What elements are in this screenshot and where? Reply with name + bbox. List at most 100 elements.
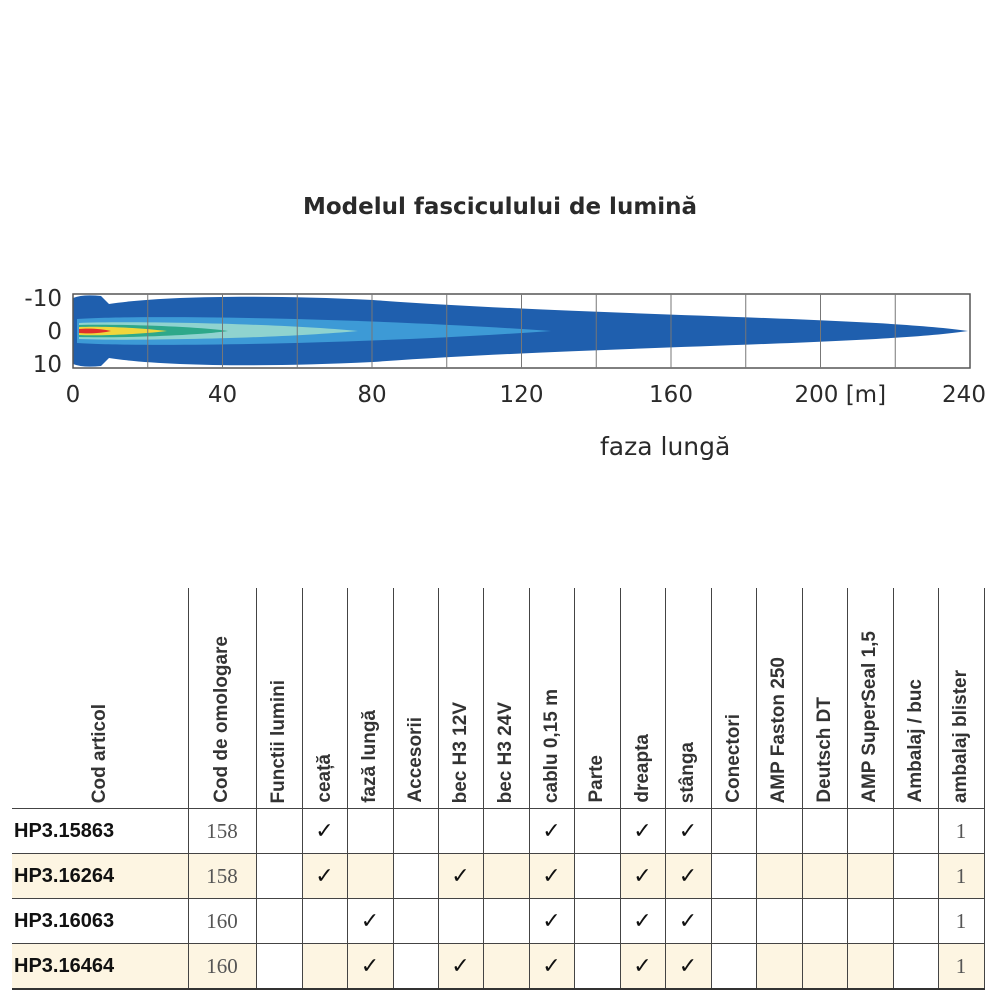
table-cell	[392, 808, 439, 854]
table-cell: 1	[937, 943, 985, 990]
table-cell	[573, 853, 621, 899]
column-header: ceață	[301, 588, 348, 809]
check-icon: ✓	[301, 808, 348, 854]
column-header-label: fază lungă	[359, 710, 380, 803]
table-cell	[482, 853, 530, 899]
column-header-label: Conectori	[722, 714, 744, 803]
column-header: AMP Faston 250	[755, 588, 803, 809]
beam-y-tick-label: 0	[47, 319, 62, 345]
table-cell	[710, 808, 757, 854]
beam-zone-red	[79, 328, 111, 334]
check-icon: ✓	[346, 898, 394, 944]
check-icon: ✓	[664, 898, 712, 944]
column-header: Accesorii	[392, 588, 439, 809]
column-header: Cod de omologare	[187, 588, 257, 809]
table-row: HP3.15863 158 ✓ ✓ ✓ ✓ 1	[12, 808, 985, 854]
column-header-label: Ambalaj / buc	[904, 679, 926, 803]
article-code-cell: HP3.16063	[12, 898, 189, 944]
table-cell	[755, 808, 803, 854]
check-icon: ✓	[619, 943, 666, 990]
table-cell	[710, 943, 757, 990]
table-cell	[892, 898, 939, 944]
check-icon: ✓	[437, 943, 484, 990]
table-cell	[892, 853, 939, 899]
table-cell	[392, 898, 439, 944]
table-cell	[255, 853, 303, 899]
beam-x-tick-label: 120	[500, 382, 544, 408]
column-header: Deutsch DT	[801, 588, 848, 809]
column-header-label: stânga	[677, 741, 698, 803]
table-cell	[437, 808, 484, 854]
check-icon: ✓	[619, 853, 666, 899]
table-cell	[573, 943, 621, 990]
column-header: dreapta	[619, 588, 666, 809]
column-header-label: ceață	[313, 754, 335, 803]
beam-pattern-subtitle: faza lungă	[600, 432, 731, 461]
table-cell	[392, 943, 439, 990]
table-cell	[346, 853, 394, 899]
column-header: stânga	[664, 588, 712, 809]
table-cell	[755, 898, 803, 944]
check-icon: ✓	[346, 943, 394, 990]
column-header-label: AMP SuperSeal 1,5	[859, 631, 880, 803]
column-header-label: cablu 0,15 m	[540, 688, 562, 803]
beam-y-tick-label: -10	[24, 286, 62, 312]
table-cell	[255, 808, 303, 854]
column-header-label: AMP Faston 250	[768, 656, 789, 803]
column-header: ambalaj blister	[937, 588, 985, 809]
beam-x-tick-label: 80	[357, 382, 386, 408]
table-cell	[801, 943, 848, 990]
column-header-label: bec H3 24V	[495, 701, 516, 803]
table-cell: 160	[187, 898, 257, 944]
column-header: AMP SuperSeal 1,5	[846, 588, 894, 809]
beam-x-tick-label: 240	[942, 382, 986, 408]
beam-x-tick-label: 0	[66, 382, 81, 408]
table-cell	[346, 808, 394, 854]
table-cell	[801, 853, 848, 899]
table-row: HP3.16264 158 ✓ ✓ ✓ ✓ ✓ 1	[12, 853, 985, 899]
column-header: Parte	[573, 588, 621, 809]
table-cell	[846, 943, 894, 990]
beam-x-tick-label: 200 [m]	[795, 382, 887, 408]
column-header-label: Functii lumini	[268, 679, 289, 804]
table-cell	[573, 898, 621, 944]
check-icon: ✓	[528, 808, 575, 854]
table-cell	[301, 898, 348, 944]
beam-x-tick-label: 160	[649, 382, 693, 408]
article-code-cell: HP3.15863	[12, 808, 189, 854]
table-cell: 1	[937, 808, 985, 854]
column-header-label: Cod de omologare	[211, 636, 232, 803]
table-cell	[482, 898, 530, 944]
check-icon: ✓	[301, 853, 348, 899]
table-cell	[755, 853, 803, 899]
column-header: Cod articol	[12, 588, 189, 809]
column-header: Functii lumini	[255, 588, 303, 809]
table-cell	[846, 898, 894, 944]
table-cell	[710, 898, 757, 944]
table-row: HP3.16063 160 ✓ ✓ ✓ ✓ 1	[12, 898, 985, 944]
beam-x-tick-label: 40	[208, 382, 237, 408]
beam-y-tick-label: 10	[33, 352, 62, 378]
column-header-label: bec H3 12V	[449, 701, 471, 803]
check-icon: ✓	[664, 853, 712, 899]
table-cell: 1	[937, 853, 985, 899]
check-icon: ✓	[528, 898, 575, 944]
article-code-cell: HP3.16464	[12, 943, 189, 990]
check-icon: ✓	[664, 943, 712, 990]
check-icon: ✓	[619, 808, 666, 854]
table-cell: 160	[187, 943, 257, 990]
column-header-label: Accesorii	[404, 717, 426, 803]
spec-table: Cod articol Cod de omologare Functii lumin…	[12, 588, 985, 990]
column-header: Conectori	[710, 588, 757, 809]
check-icon: ✓	[528, 853, 575, 899]
beam-zone-yellow	[79, 326, 167, 336]
column-header: fază lungă	[346, 588, 394, 809]
table-cell	[437, 898, 484, 944]
beam-shapes	[73, 295, 968, 367]
table-cell	[301, 943, 348, 990]
table-cell: 158	[187, 808, 257, 854]
beam-pattern-title: Modelul fasciculului de lumină	[302, 194, 698, 220]
column-header-label: ambalaj blister	[950, 669, 971, 803]
table-cell: 1	[937, 898, 985, 944]
